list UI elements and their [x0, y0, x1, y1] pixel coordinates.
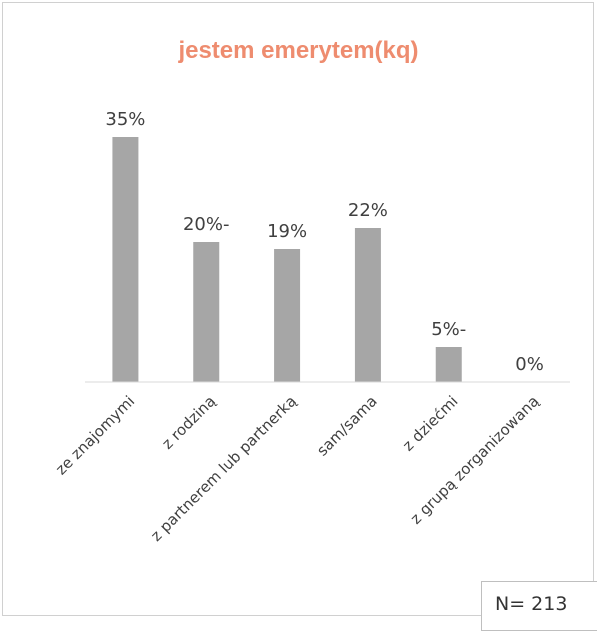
x-tick-label-0: ze znajomymi — [52, 392, 138, 478]
chart-title: jestem emerytem(kq) — [178, 37, 419, 64]
sample-size-note: N= 213 — [495, 593, 568, 615]
x-tick-label-4: z dziećmi — [399, 392, 462, 455]
x-tick-label-1: z rodziną — [158, 392, 219, 453]
bar-0 — [112, 137, 139, 382]
data-label-0: 35% — [105, 109, 145, 130]
data-label-2: 19% — [267, 221, 307, 242]
bar-2 — [274, 249, 301, 382]
data-label-5: 0% — [515, 354, 544, 375]
x-tick-label-3: sam/sama — [313, 392, 381, 460]
bar-chart: 35% 20%- 19% 22% 5%- 0% ze znajomymi z rodziną… — [52, 109, 570, 545]
data-label-4: 5%- — [431, 319, 466, 340]
bar-3 — [354, 228, 381, 382]
bar-1 — [193, 242, 220, 382]
data-label-3: 22% — [348, 200, 388, 221]
data-label-1: 20%- — [183, 214, 230, 235]
bar-4 — [435, 347, 462, 382]
x-tick-label-5: z grupą zorganizowaną — [407, 392, 543, 528]
x-tick-label-2: z partnerem lub partnerką — [147, 392, 300, 545]
